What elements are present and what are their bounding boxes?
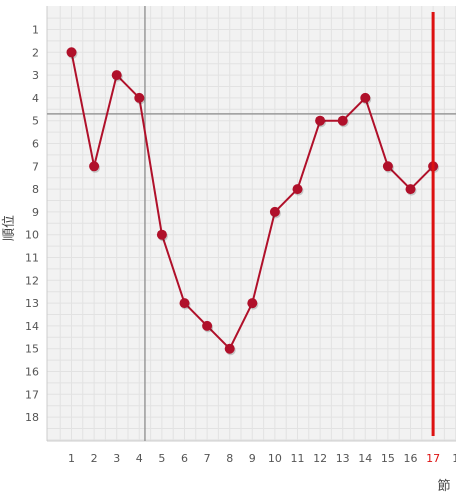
x-tick-label: 16 xyxy=(404,452,418,465)
y-axis-title: 順位 xyxy=(2,215,17,241)
x-tick-label: 13 xyxy=(336,452,350,465)
data-point xyxy=(382,161,393,172)
x-tick-label: 5 xyxy=(158,452,165,465)
y-tick-label: 12 xyxy=(25,274,39,287)
x-tick-label: 10 xyxy=(268,452,282,465)
y-tick-label: 16 xyxy=(25,366,39,379)
y-tick-label: 2 xyxy=(32,46,39,59)
data-point xyxy=(202,320,213,331)
x-tick-label: 12 xyxy=(313,452,327,465)
x-tick-label: 9 xyxy=(249,452,256,465)
data-point xyxy=(179,298,190,309)
y-tick-label: 9 xyxy=(32,206,39,219)
data-point xyxy=(247,298,258,309)
data-point xyxy=(66,47,77,58)
y-tick-label: 1 xyxy=(32,24,39,37)
data-point xyxy=(156,229,167,240)
y-tick-label: 8 xyxy=(32,183,39,196)
data-point xyxy=(89,161,100,172)
y-tick-label: 10 xyxy=(25,229,39,242)
y-tick-label: 11 xyxy=(25,252,39,265)
x-tick-label: 1 xyxy=(452,452,456,465)
data-point xyxy=(405,184,416,195)
rank-series xyxy=(66,47,440,356)
y-tick-label: 4 xyxy=(32,92,39,105)
x-axis-title: 節 xyxy=(437,479,450,494)
data-point xyxy=(134,92,145,103)
data-point xyxy=(111,70,122,81)
y-tick-label: 18 xyxy=(25,411,39,424)
x-tick-label: 4 xyxy=(136,452,143,465)
data-point xyxy=(224,343,235,354)
x-tick-label: 1 xyxy=(68,452,75,465)
y-tick-label: 15 xyxy=(25,343,39,356)
y-tick-label: 5 xyxy=(32,115,39,128)
y-tick-label: 13 xyxy=(25,297,39,310)
x-tick-label: 17 xyxy=(426,452,440,465)
data-point xyxy=(337,115,348,126)
y-tick-label: 6 xyxy=(32,138,39,151)
x-tick-label: 2 xyxy=(91,452,98,465)
data-point xyxy=(315,115,326,126)
data-point xyxy=(292,184,303,195)
y-tick-label: 17 xyxy=(25,388,39,401)
x-tick-label: 11 xyxy=(291,452,305,465)
x-axis-ticks: 1 2 3 4 5 6 7 8 9 10 11 12 13 14 15 16 17 1 xyxy=(68,452,456,465)
x-tick-label: 3 xyxy=(113,452,120,465)
x-tick-label: 15 xyxy=(381,452,395,465)
data-point xyxy=(269,206,280,217)
data-point xyxy=(360,92,371,103)
y-tick-label: 7 xyxy=(32,160,39,173)
y-tick-label: 3 xyxy=(32,69,39,82)
y-tick-label: 14 xyxy=(25,320,39,333)
crosshair xyxy=(47,6,456,441)
x-tick-label: 14 xyxy=(358,452,372,465)
x-tick-label: 8 xyxy=(226,452,233,465)
x-tick-label: 6 xyxy=(181,452,188,465)
x-tick-label: 7 xyxy=(204,452,211,465)
